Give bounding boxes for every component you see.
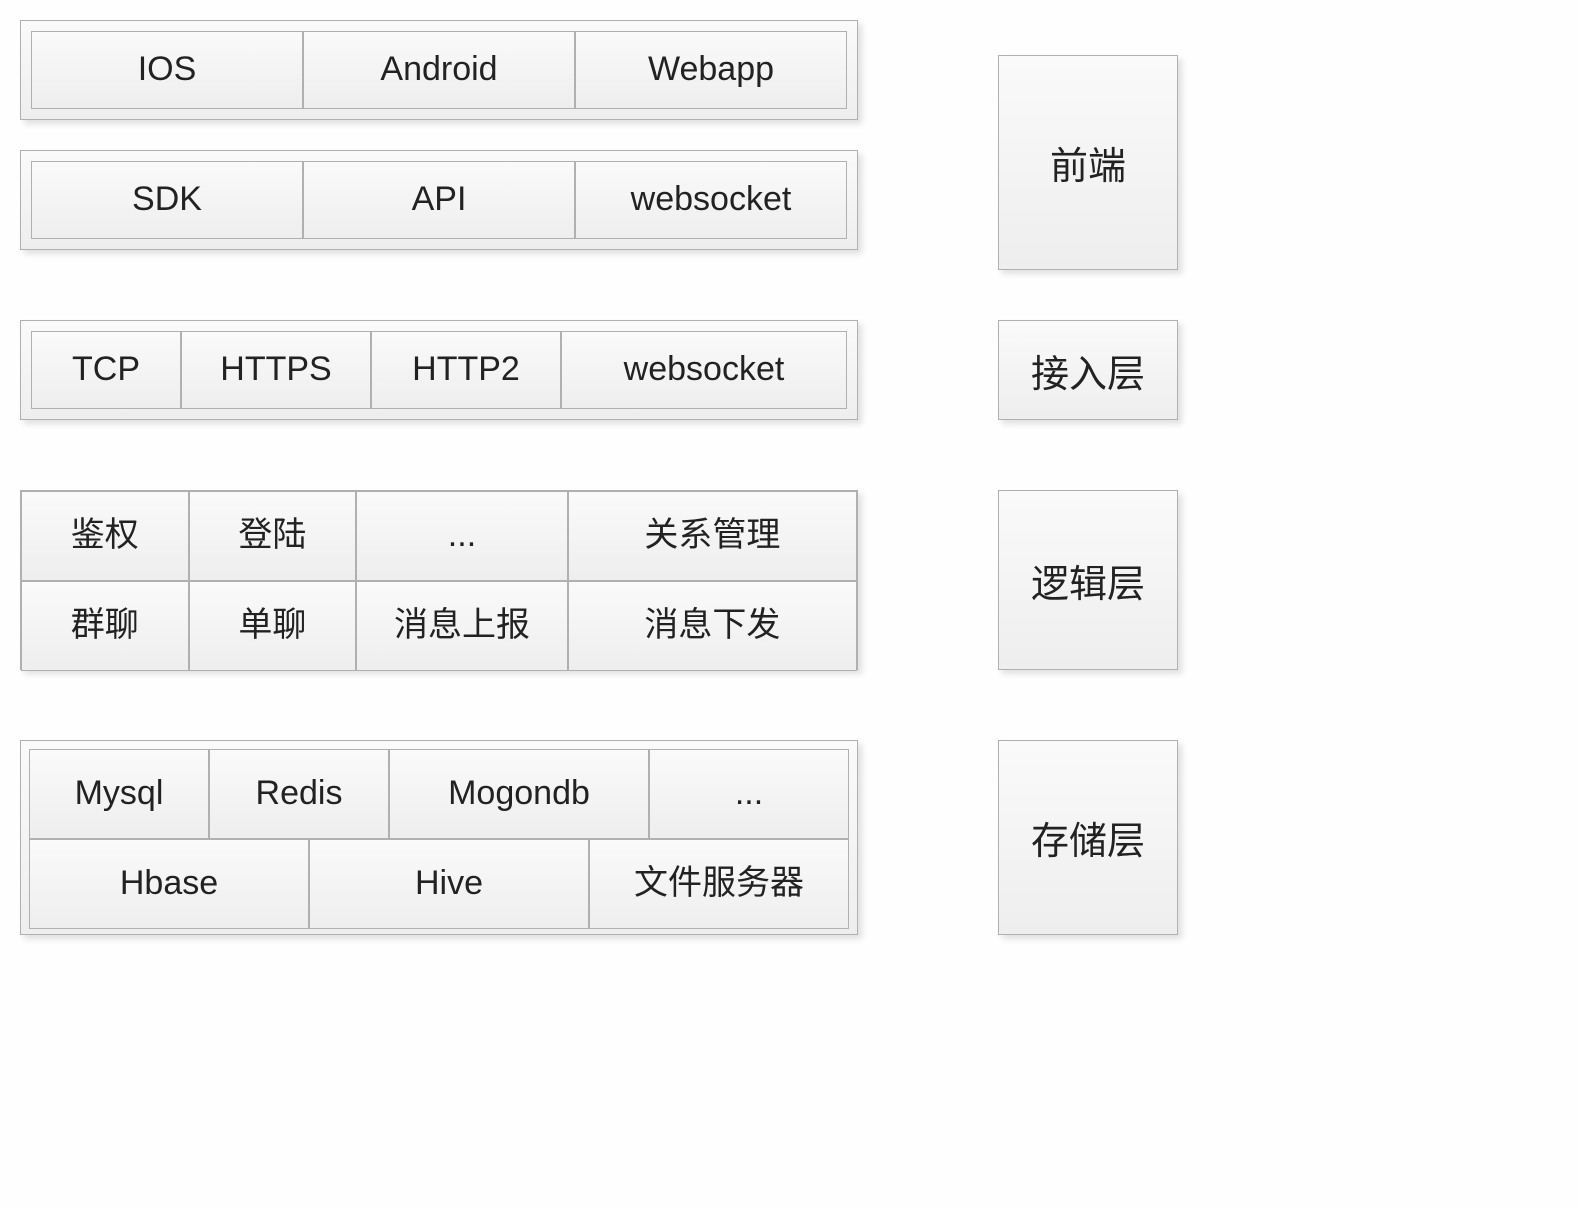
cell-sdk: SDK <box>31 161 303 239</box>
cell-mogondb: Mogondb <box>389 749 649 839</box>
row: MysqlRedisMogondb... <box>29 749 849 839</box>
cell-hbase: Hbase <box>29 839 309 929</box>
storage-block: MysqlRedisMogondb...HbaseHive文件服务器 <box>20 740 858 935</box>
cell--: ... <box>356 491 568 581</box>
cell-api: API <box>303 161 575 239</box>
cell-websocket: websocket <box>561 331 847 409</box>
layer-label-access: 接入层 <box>998 320 1178 420</box>
logic-block: 鉴权登陆...关系管理群聊单聊消息上报消息下发 <box>20 490 858 670</box>
cell-hive: Hive <box>309 839 589 929</box>
row: TCPHTTPSHTTP2websocket <box>31 331 847 409</box>
cell-http2: HTTP2 <box>371 331 561 409</box>
cell-ios: IOS <box>31 31 303 109</box>
cell--: ... <box>649 749 849 839</box>
access-block: TCPHTTPSHTTP2websocket <box>20 320 858 420</box>
row: 群聊单聊消息上报消息下发 <box>21 581 857 671</box>
cell--: 群聊 <box>21 581 189 671</box>
cell--: 关系管理 <box>568 491 857 581</box>
cell-websocket: websocket <box>575 161 847 239</box>
row: 鉴权登陆...关系管理 <box>21 491 857 581</box>
cell--: 文件服务器 <box>589 839 849 929</box>
row: HbaseHive文件服务器 <box>29 839 849 929</box>
cell--: 登陆 <box>189 491 357 581</box>
cell--: 单聊 <box>189 581 357 671</box>
cell-tcp: TCP <box>31 331 181 409</box>
layer-label-storage: 存储层 <box>998 740 1178 935</box>
frontend-block: IOSAndroidWebapp <box>20 20 858 120</box>
frontend-block: SDKAPIwebsocket <box>20 150 858 250</box>
cell--: 消息下发 <box>568 581 857 671</box>
row: SDKAPIwebsocket <box>31 161 847 239</box>
cell--: 鉴权 <box>21 491 189 581</box>
cell-https: HTTPS <box>181 331 371 409</box>
cell-mysql: Mysql <box>29 749 209 839</box>
cell-android: Android <box>303 31 575 109</box>
layer-label-frontend: 前端 <box>998 55 1178 270</box>
layer-label-logic: 逻辑层 <box>998 490 1178 670</box>
cell-webapp: Webapp <box>575 31 847 109</box>
cell--: 消息上报 <box>356 581 568 671</box>
cell-redis: Redis <box>209 749 389 839</box>
row: IOSAndroidWebapp <box>31 31 847 109</box>
